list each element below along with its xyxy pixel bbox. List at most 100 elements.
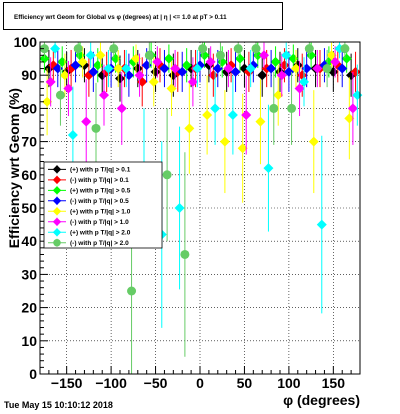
legend-label: (-) with p T/|q| > 2.0	[70, 240, 129, 247]
y-tick-label: 0	[29, 366, 37, 382]
data-point	[269, 103, 279, 113]
data-point	[148, 76, 159, 87]
data-point	[67, 129, 78, 140]
data-point	[223, 63, 234, 74]
data-point	[170, 63, 181, 74]
data-point	[202, 110, 213, 121]
data-point	[230, 66, 241, 77]
data-point	[159, 63, 170, 74]
data-point	[266, 63, 277, 74]
data-point	[45, 76, 56, 87]
data-point	[77, 56, 88, 67]
data-point	[152, 56, 163, 67]
data-point	[174, 203, 185, 213]
data-point	[245, 63, 256, 74]
series-8	[39, 42, 350, 374]
chart-title: Efficiency wrt Geom for Global vs φ (deg…	[14, 14, 227, 21]
data-point	[131, 53, 141, 64]
data-point	[281, 50, 292, 61]
data-point	[127, 286, 137, 296]
data-point	[99, 90, 109, 101]
data-point	[270, 56, 281, 67]
data-point	[109, 44, 119, 54]
data-point	[299, 76, 309, 87]
x-axis-title: φ (degrees)	[283, 392, 360, 408]
x-tick-label: −150	[51, 375, 83, 391]
data-point	[180, 249, 190, 259]
data-point	[237, 143, 248, 154]
data-point	[330, 56, 341, 67]
data-point	[42, 96, 53, 107]
data-point	[166, 83, 177, 94]
data-point	[181, 60, 192, 71]
data-point	[341, 53, 352, 64]
data-point	[316, 219, 327, 230]
data-point	[322, 64, 332, 74]
data-point	[162, 170, 172, 180]
legend-marker	[52, 186, 62, 195]
data-point	[81, 116, 92, 127]
data-point	[103, 63, 114, 74]
x-tick-label: 0	[196, 375, 204, 391]
data-point	[91, 123, 101, 133]
data-point	[39, 44, 49, 54]
data-point	[352, 90, 363, 101]
legend-label: (+) with p T/|q| > 2.0	[70, 230, 131, 237]
y-tick-label: 20	[21, 300, 37, 316]
axis-ticks: −150 −100 −50 0 50 100 150 0 10 20 30 40 50 60 70 80 90 1…	[14, 34, 361, 391]
data-point	[308, 136, 319, 147]
data-point	[163, 53, 174, 64]
y-tick-label: 40	[21, 233, 37, 249]
data-point	[115, 73, 125, 84]
data-point	[276, 70, 287, 81]
data-point	[110, 53, 121, 64]
data-point	[43, 63, 54, 74]
data-point	[63, 83, 74, 94]
data-point	[113, 63, 124, 74]
y-tick-label: 80	[21, 100, 37, 116]
data-point	[312, 63, 323, 74]
data-point	[187, 76, 198, 87]
data-point	[255, 116, 266, 127]
data-point	[73, 44, 83, 54]
x-tick-label: −50	[144, 375, 168, 391]
x-tick-label: −100	[95, 375, 127, 391]
data-point	[291, 63, 301, 74]
data-point	[205, 56, 216, 67]
legend-label: (+) with p T/|q| > 0.1	[70, 167, 131, 174]
data-point	[235, 53, 245, 64]
data-point	[177, 66, 188, 77]
x-tick-label: 150	[322, 375, 346, 391]
data-point	[184, 123, 195, 134]
data-point	[233, 44, 243, 54]
legend: (+) with p T/|q| > 0.1 (-) with p T/|q| >…	[43, 161, 163, 249]
data-point	[95, 50, 106, 61]
data-point	[215, 50, 225, 60]
data-point	[150, 66, 161, 77]
data-point	[55, 90, 65, 100]
legend-label: (+) with p T/|q| > 0.5	[70, 188, 131, 195]
data-point	[257, 70, 268, 81]
legend-marker	[52, 175, 62, 185]
legend-label: (+) with p T/|q| > 1.0	[70, 209, 131, 216]
data-point	[85, 50, 96, 61]
data-point	[70, 60, 81, 71]
data-point	[294, 83, 305, 94]
legend-marker	[52, 217, 62, 226]
data-point	[241, 110, 252, 121]
data-layer	[39, 42, 363, 374]
y-tick-label: 50	[21, 200, 37, 216]
title-box: Efficiency wrt Geom for Global vs φ (deg…	[3, 2, 283, 30]
data-point	[121, 63, 132, 74]
data-point	[227, 110, 238, 121]
data-point	[192, 63, 203, 74]
data-point	[287, 103, 297, 113]
data-point	[134, 70, 145, 81]
legend-marker	[52, 207, 62, 216]
data-point	[340, 44, 350, 54]
data-point	[259, 50, 269, 61]
data-point	[219, 136, 230, 147]
data-point	[144, 50, 154, 60]
data-point	[212, 63, 223, 74]
